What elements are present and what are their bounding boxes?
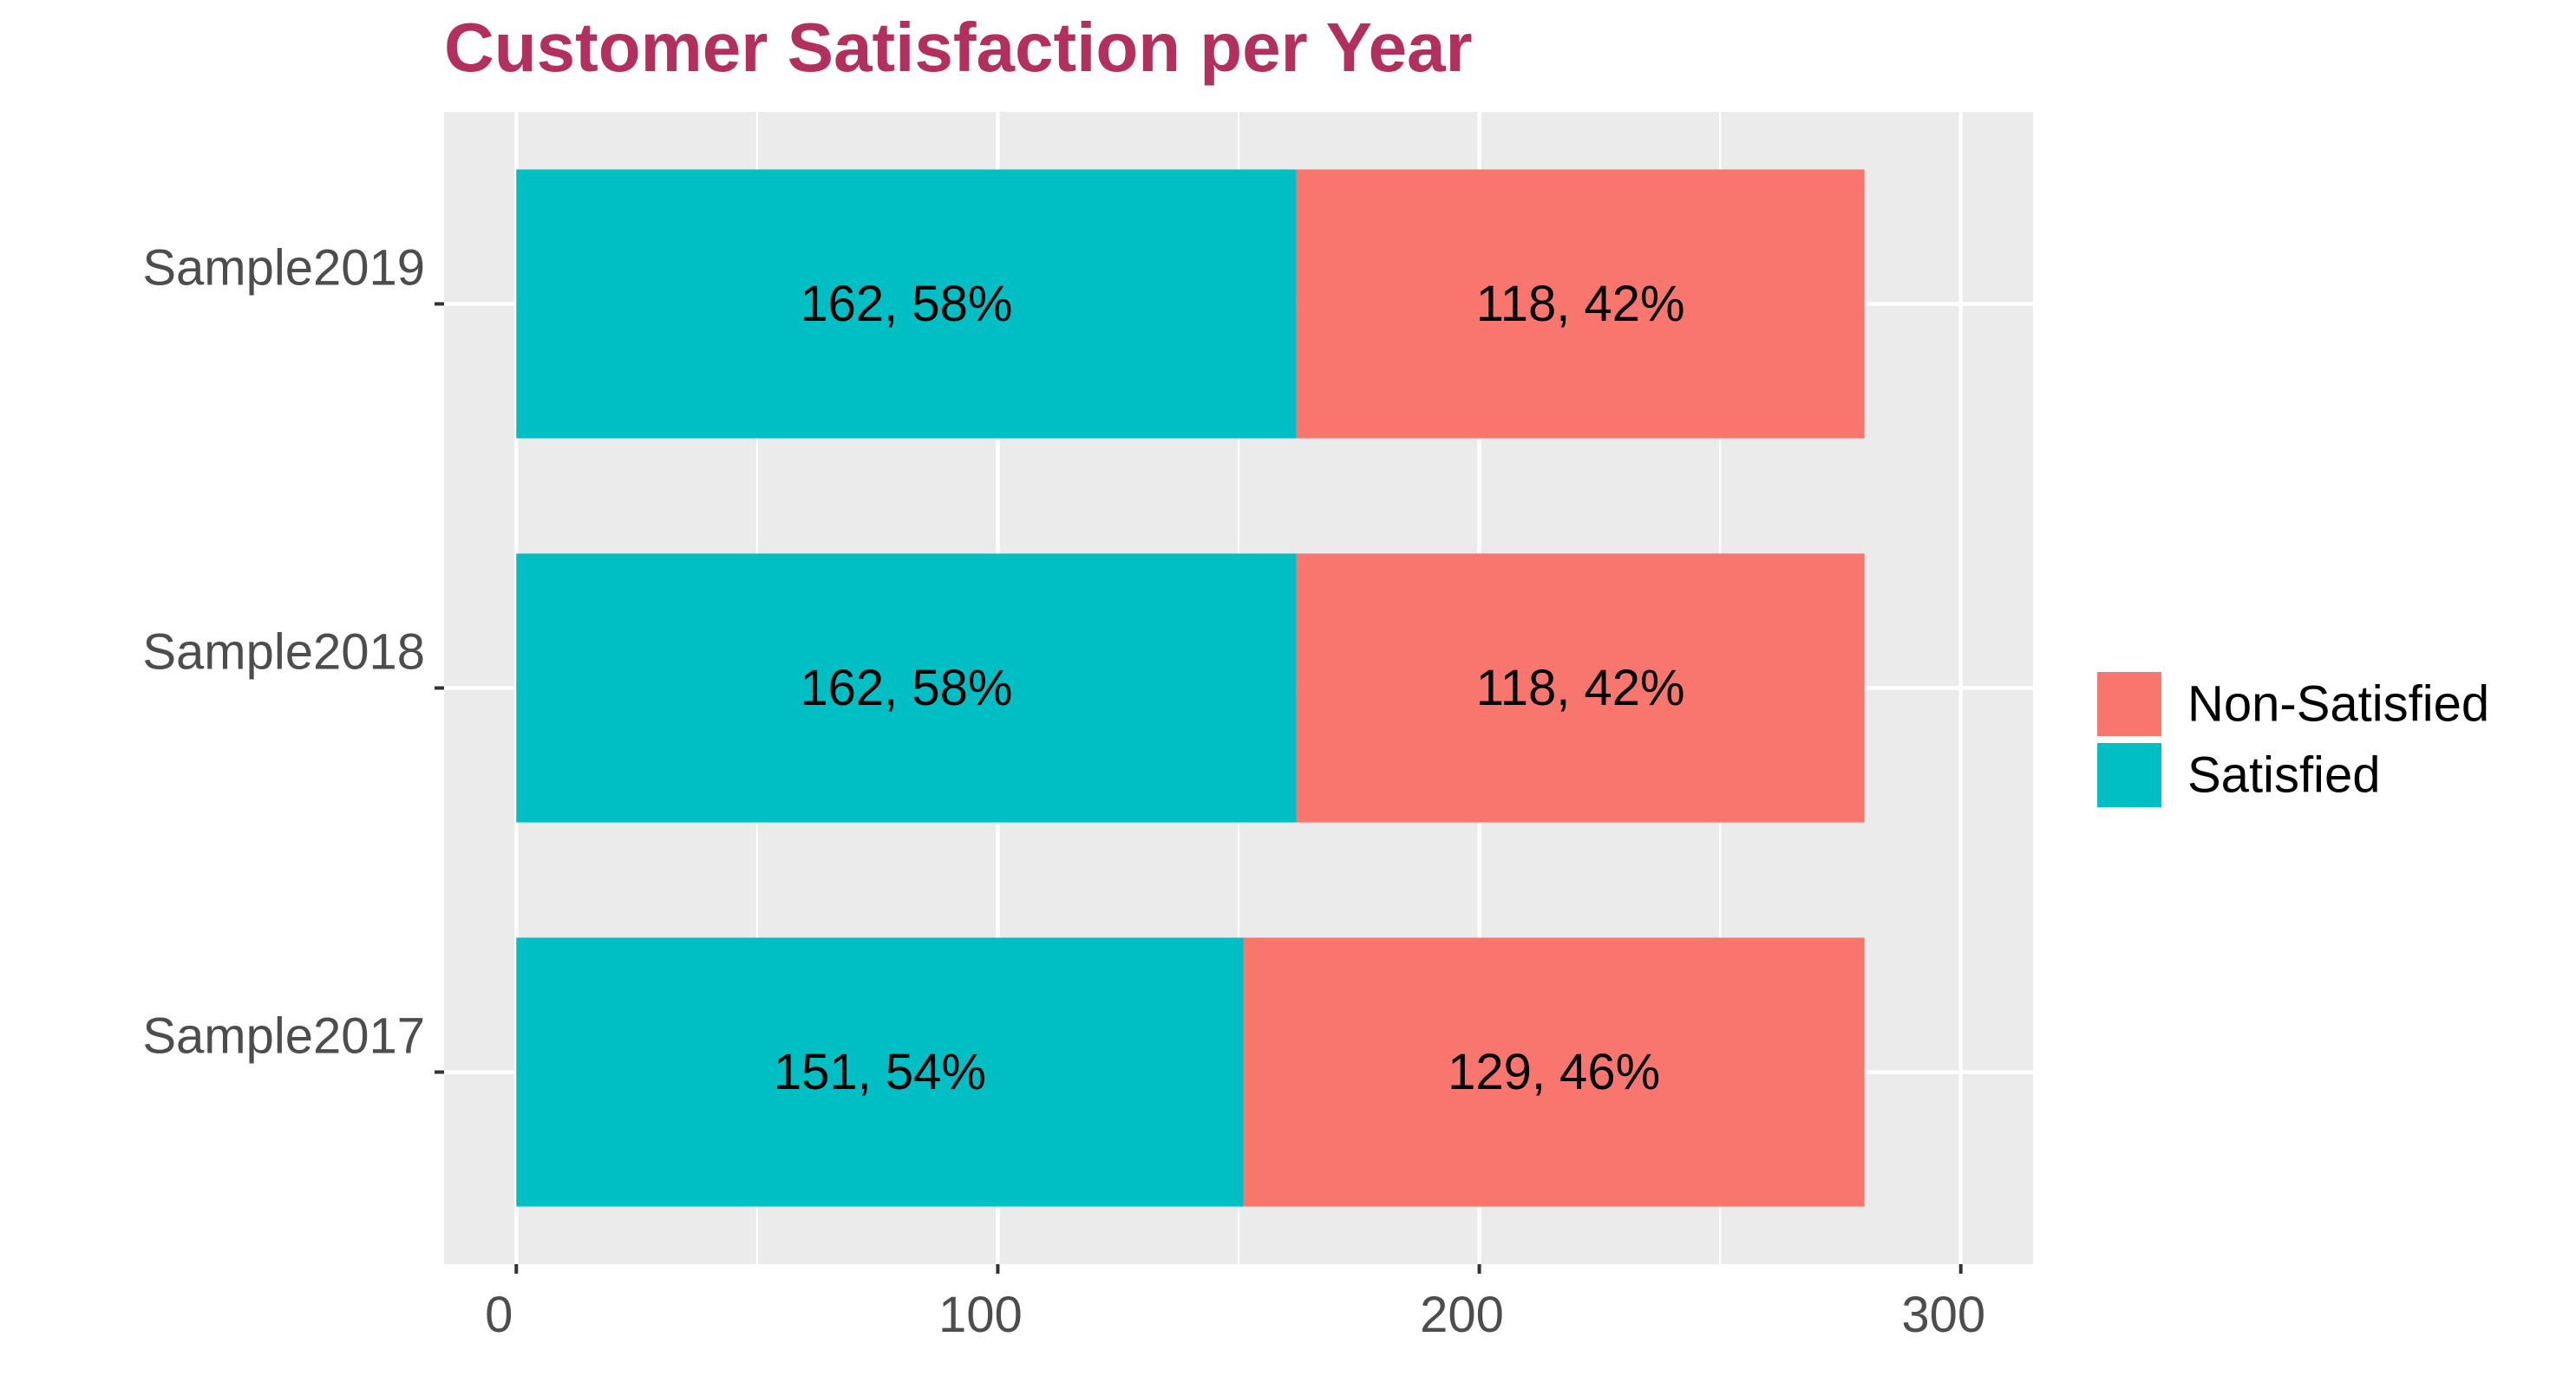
bar-satisfied — [516, 937, 1244, 1207]
x-tick-label: 100 — [938, 1287, 1023, 1343]
bar-satisfied — [516, 553, 1297, 823]
bars-group — [516, 169, 1865, 1207]
legend-label-non-satisfied: Non-Satisfied — [2187, 676, 2489, 733]
y-tick-label: Sample2018 — [142, 624, 425, 681]
bar-value-label: 162, 58% — [800, 660, 1012, 716]
legend-key-satisfied — [2097, 743, 2161, 807]
bar-satisfied — [516, 169, 1297, 439]
bar-value-label: 162, 58% — [800, 276, 1012, 332]
legend: Non-Satisfied Satisfied — [2097, 672, 2489, 807]
bar-non-satisfied — [1296, 553, 1865, 823]
x-tick-label: 200 — [1420, 1287, 1504, 1343]
chart-title: Customer Satisfaction per Year — [444, 9, 1473, 86]
bar-value-label: 151, 54% — [774, 1044, 986, 1100]
x-tick-label: 0 — [485, 1287, 513, 1343]
y-axis: Sample2019 Sample2018 Sample2017 — [142, 240, 444, 1074]
legend-label-satisfied: Satisfied — [2187, 747, 2380, 804]
bar-value-label: 118, 42% — [1476, 660, 1685, 716]
bar-value-label: 118, 42% — [1476, 276, 1685, 332]
y-tick-label: Sample2017 — [142, 1008, 425, 1065]
x-tick-label: 300 — [1901, 1287, 1985, 1343]
bar-non-satisfied — [1243, 937, 1865, 1207]
bar-value-label: 129, 46% — [1448, 1044, 1660, 1100]
bar-non-satisfied — [1296, 169, 1865, 439]
legend-key-non-satisfied — [2097, 672, 2161, 736]
bar-labels-group: 162, 58% 118, 42% 162, 58% 118, 42% 151, 54%… — [774, 276, 1685, 1100]
y-tick-label: Sample2019 — [142, 240, 425, 297]
x-axis: 0 100 200 300 — [485, 1264, 1985, 1343]
